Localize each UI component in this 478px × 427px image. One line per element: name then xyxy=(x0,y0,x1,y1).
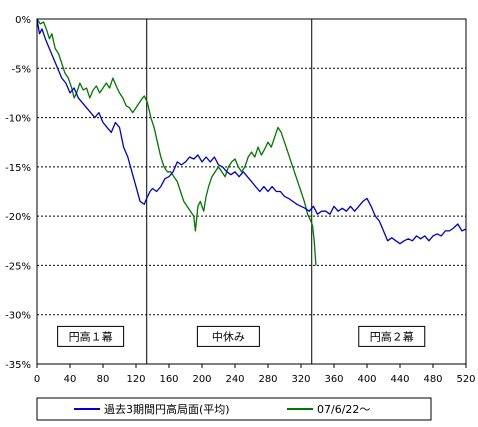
x-tick-label: 280 xyxy=(258,374,277,385)
axes xyxy=(36,18,467,368)
x-tick-label: 440 xyxy=(390,374,409,385)
x-axis-tick-labels: 0 40 80 120 160 200 240 280 320 360 400 440 480 520 xyxy=(34,374,476,385)
y-tick-label: -30% xyxy=(5,311,31,322)
y-tick-label: -5% xyxy=(12,64,31,75)
phase-label: 円高２幕 xyxy=(370,329,414,343)
x-tick-label: 320 xyxy=(291,374,310,385)
y-tick-label: -20% xyxy=(5,212,31,223)
phase-label-box xyxy=(57,325,125,347)
y-tick-label: -35% xyxy=(5,360,31,371)
x-tick-label: 160 xyxy=(159,374,178,385)
plot-area-border xyxy=(36,18,467,365)
legend-label-1: 07/6/22～ xyxy=(317,403,370,416)
series-lines xyxy=(36,18,467,266)
x-tick-label: 80 xyxy=(97,374,110,385)
x-tick-label: 240 xyxy=(225,374,244,385)
x-tick-label: 40 xyxy=(64,374,77,385)
x-tick-label: 360 xyxy=(324,374,343,385)
legend: 過去3期間円高局面(平均) 07/6/22～ xyxy=(36,397,432,421)
x-tick-label: 0 xyxy=(34,374,40,385)
x-tick-label: 400 xyxy=(357,374,376,385)
y-tick-label: 0% xyxy=(15,15,31,26)
y-tick-label: -15% xyxy=(5,163,31,174)
phase-label-box xyxy=(358,325,426,347)
phase-label: 円高１幕 xyxy=(69,329,113,343)
x-tick-label: 120 xyxy=(126,374,145,385)
y-axis-tick-labels: 0% -5% -10% -15% -20% -25% -30% -35% xyxy=(5,15,31,371)
x-tick-label: 480 xyxy=(423,374,442,385)
y-tick-label: -10% xyxy=(5,114,31,125)
phase-label: 中休み xyxy=(212,330,245,343)
series-line-1 xyxy=(36,18,317,266)
x-tick-label: 520 xyxy=(456,374,475,385)
phase-labels: 円高１幕 中休み 円高２幕 xyxy=(57,325,426,347)
phase-divider-lines xyxy=(146,19,313,364)
legend-box xyxy=(36,397,432,421)
x-tick-label: 200 xyxy=(192,374,211,385)
legend-label-0: 過去3期間円高局面(平均) xyxy=(104,402,230,416)
y-tick-label: -25% xyxy=(5,261,31,272)
phase-label-box xyxy=(196,325,260,347)
series-line-0 xyxy=(36,18,467,245)
horizontal-gridlines xyxy=(37,67,466,365)
